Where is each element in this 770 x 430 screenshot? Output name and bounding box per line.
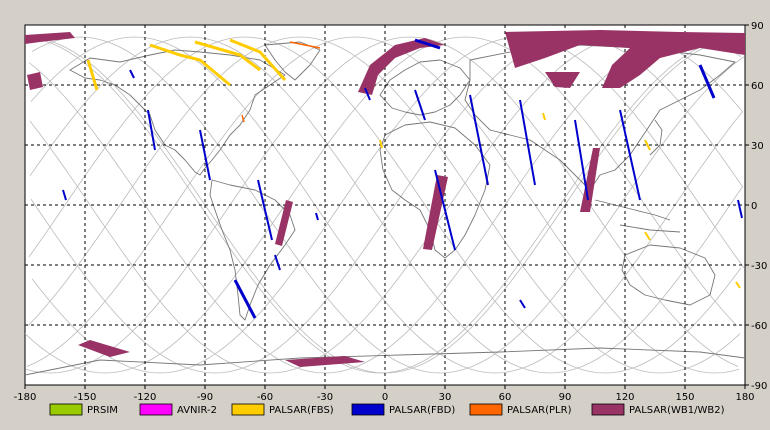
swath-fbd-5 [233, 279, 257, 319]
swath-fbs-5 [644, 139, 651, 151]
lon-tick-label: -180 [14, 392, 37, 403]
swath-fbd-14 [619, 109, 641, 201]
swath-fbs-2 [149, 43, 231, 87]
japan-outline [649, 119, 663, 156]
swath-fbd-16 [737, 199, 743, 219]
swath-fbd-1 [129, 69, 135, 79]
lat-tick-label: -90 [751, 381, 767, 392]
lon-tick-label: -30 [317, 392, 333, 403]
greenland-outline [264, 41, 321, 81]
legend-label: PALSAR(FBS) [269, 405, 334, 416]
indonesia-outline [594, 199, 681, 233]
longitude-tick-labels: -180 -150 -120 -90 -60 -30 0 30 60 90 120 150 180 [14, 385, 755, 403]
swaths-palsar-wb [25, 30, 745, 367]
swaths-palsar-fbd [62, 38, 743, 319]
swath-wb-8 [275, 200, 293, 246]
lon-tick-label: 150 [675, 392, 694, 403]
swath-wb-9 [78, 340, 130, 357]
lon-tick-label: 60 [499, 392, 512, 403]
swath-fbd-7 [414, 38, 441, 50]
lat-tick-label: -30 [751, 261, 767, 272]
swath-fbd-4 [257, 179, 273, 241]
lat-tick-label: 0 [751, 201, 757, 212]
swath-fbs-8 [735, 281, 741, 289]
australia-outline [621, 244, 716, 306]
swath-fbd-3 [199, 129, 211, 181]
orbit-track [29, 36, 743, 374]
swath-wb-5 [545, 72, 580, 88]
swath-wb-1 [25, 32, 75, 44]
legend-label: PALSAR(PLR) [507, 405, 572, 416]
swath-fbd-9 [414, 89, 426, 121]
lon-tick-label: 120 [615, 392, 634, 403]
lon-tick-label: -120 [134, 392, 157, 403]
swath-fbs-9 [644, 231, 651, 241]
swath-fbs-1 [86, 59, 99, 91]
swath-fbd-2 [147, 109, 156, 151]
swath-fbd-8 [364, 87, 371, 101]
swath-fbs-3 [194, 40, 261, 72]
lon-tick-label: -90 [197, 392, 213, 403]
swath-fbd-17 [519, 299, 526, 309]
lat-tick-label: 60 [751, 81, 764, 92]
swath-wb-6 [580, 148, 600, 212]
lat-tick-label: -60 [751, 321, 767, 332]
legend-swatch [139, 403, 173, 416]
swath-wb-3 [358, 38, 445, 95]
legend-label: AVNIR-2 [177, 405, 217, 416]
south-america-outline [209, 179, 296, 321]
lon-tick-label: -60 [257, 392, 273, 403]
lon-tick-label: 180 [735, 392, 754, 403]
swath-fbd-6 [274, 254, 281, 271]
swath-fbs-6 [379, 139, 383, 149]
lon-tick-label: 30 [439, 392, 452, 403]
legend-swatch [351, 403, 385, 416]
swath-fbd-18 [62, 189, 67, 201]
latitude-tick-labels: 90 60 30 0 -30 -60 -90 [745, 21, 767, 392]
swath-fbs-7 [542, 112, 546, 121]
legend-swatch [49, 403, 83, 416]
antarctica-outline [24, 347, 746, 376]
swaths-palsar-fbs [86, 38, 741, 289]
legend-swatch [591, 403, 625, 416]
swath-fbd-13 [574, 119, 589, 201]
swaths-palsar-plr [241, 41, 321, 123]
swath-fbd-19 [315, 212, 319, 221]
swath-plr-2 [241, 114, 245, 123]
swath-fbd-15 [698, 64, 716, 99]
legend-label: PALSAR(FBD) [389, 405, 455, 416]
north-america-outline [69, 49, 286, 176]
legend-label: PALSAR(WB1/WB2) [629, 405, 725, 416]
swath-fbs-4 [229, 38, 287, 81]
europe-outline [379, 59, 471, 116]
asia-outline [464, 44, 736, 191]
legend-swatch [469, 403, 503, 416]
swath-plr-1 [289, 41, 321, 49]
lat-tick-label: 90 [751, 21, 764, 32]
orbit-track [30, 36, 744, 374]
lon-tick-label: 90 [559, 392, 572, 403]
legend-swatch [231, 403, 265, 416]
legend: PRSIM AVNIR-2 PALSAR(FBS) PALSAR(FBD) PALSAR… [49, 403, 725, 416]
swath-fbd-11 [434, 169, 456, 251]
coastlines [24, 41, 746, 376]
swath-wb-4 [505, 30, 745, 88]
swath-fbd-10 [469, 94, 489, 186]
lon-tick-label: -150 [74, 392, 97, 403]
swath-wb-2 [27, 72, 43, 90]
swath-wb-10 [285, 356, 365, 367]
lon-tick-label: 0 [382, 392, 388, 403]
legend-label: PRSIM [87, 405, 118, 416]
lat-tick-label: 30 [751, 141, 764, 152]
swath-fbd-12 [519, 99, 536, 186]
